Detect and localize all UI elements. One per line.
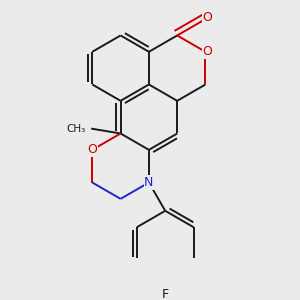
- Text: CH₃: CH₃: [66, 124, 85, 134]
- Text: N: N: [144, 176, 154, 189]
- Text: F: F: [162, 288, 169, 300]
- Text: O: O: [87, 143, 97, 156]
- Text: O: O: [202, 11, 212, 24]
- Text: O: O: [202, 45, 212, 58]
